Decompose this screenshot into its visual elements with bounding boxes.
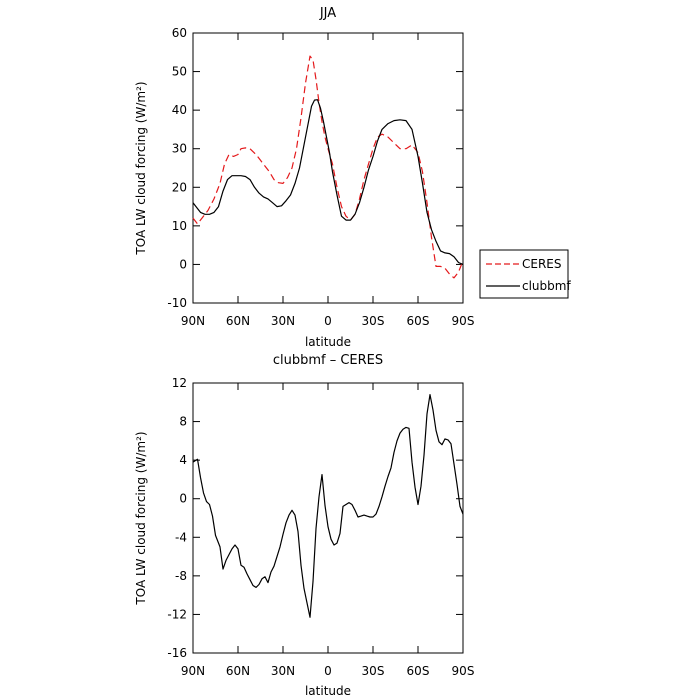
chart-1-x-tick-label: 0 (324, 314, 332, 328)
chart-1-series-ceres-line (192, 55, 464, 279)
chart-1-y-tick-label: 50 (172, 65, 187, 79)
chart-2-x-tick-label: 30N (271, 664, 295, 678)
chart-1-y-tick-label: 10 (172, 219, 187, 233)
chart-2-x-tick-label: 90S (452, 664, 475, 678)
chart-2-y-tick-label: 0 (179, 492, 187, 506)
chart-1-x-tick-label: 90S (452, 314, 475, 328)
chart-2-title: clubbmf – CERES (273, 353, 383, 368)
legend-label-ceres: CERES (522, 257, 562, 271)
chart-2-y-tick-label: 8 (179, 415, 187, 429)
chart-1-y-tick-label: 20 (172, 180, 187, 194)
chart-2-y-tick-label: -4 (175, 530, 187, 544)
chart-1-y-tick-label: 30 (172, 142, 187, 156)
chart-2-x-tick-label: 60N (226, 664, 250, 678)
chart-1-plot-frame (192, 32, 464, 304)
chart-2-x-tick-label: 90N (181, 664, 205, 678)
chart-2-plot-frame (192, 382, 464, 654)
chart-2-x-tick-label: 0 (324, 664, 332, 678)
chart-1-y-tick-label: -10 (167, 296, 187, 310)
legend-label-clubbmf: clubbmf (522, 279, 571, 293)
chart-2-y-axis-label: TOA LW cloud forcing (W/m²) (134, 431, 148, 605)
chart-1-y-tick-label: 60 (172, 26, 187, 40)
chart-1-x-tick-label: 60S (407, 314, 430, 328)
chart-2-x-tick-label: 60S (407, 664, 430, 678)
chart-1-x-tick-label: 30N (271, 314, 295, 328)
chart-1-y-axis-label: TOA LW cloud forcing (W/m²) (134, 81, 148, 255)
chart-2-y-tick-label: -12 (167, 607, 187, 621)
chart-2-y-tick-label: 4 (179, 453, 187, 467)
chart-1-y-tick-label: 40 (172, 103, 187, 117)
chart-1-x-tick-label: 90N (181, 314, 205, 328)
legend-box (479, 249, 569, 299)
chart-1-x-tick-label: 60N (226, 314, 250, 328)
chart-2-y-tick-label: -8 (175, 569, 187, 583)
chart-1-x-tick-label: 30S (362, 314, 385, 328)
chart-2-x-tick-label: 30S (362, 664, 385, 678)
chart-1-y-tick-label: 0 (179, 257, 187, 271)
chart-1-series-clubbmf-line (192, 99, 464, 265)
chart-2-y-tick-label: 12 (172, 376, 187, 390)
chart-2-x-axis-label: latitude (305, 684, 351, 698)
chart-2-y-tick-label: -16 (167, 646, 187, 660)
chart-1-x-axis-label: latitude (305, 335, 351, 349)
chart-1-title: JJA (319, 6, 336, 21)
chart-2-series-difference-line (192, 394, 464, 618)
